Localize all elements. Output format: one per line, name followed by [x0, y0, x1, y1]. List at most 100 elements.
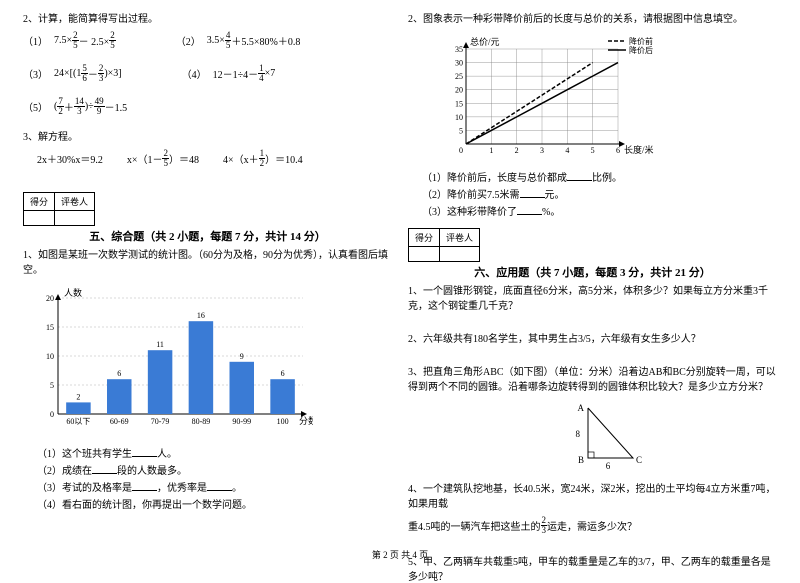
svg-text:分数: 分数 — [299, 415, 313, 426]
eq1-a: 7.5× — [54, 35, 72, 46]
eq4-a: 12－1÷4－ — [213, 66, 259, 81]
eq1-frac2: 25 — [109, 31, 116, 50]
svg-text:11: 11 — [156, 340, 164, 349]
eq5-bc: )÷ — [85, 101, 94, 112]
svg-text:降价前: 降价前 — [629, 36, 653, 46]
svg-text:5: 5 — [459, 126, 463, 135]
eq5-mid: ＋ — [64, 99, 74, 114]
eq3-bo: [( — [70, 68, 77, 79]
eq5-frac2: 143 — [74, 97, 85, 116]
solve-1: 2x＋30%x＝9.2 — [37, 151, 103, 166]
q3-title: 3、解方程。 — [23, 128, 392, 143]
svg-text:3: 3 — [540, 146, 544, 155]
svg-text:4: 4 — [565, 146, 569, 155]
r-q2-2: （2）降价前买7.5米需元。 — [408, 186, 777, 201]
svg-text:15: 15 — [455, 99, 463, 108]
solve-2a: x×（1－ — [127, 151, 163, 166]
eq3-a: 24× — [54, 68, 70, 79]
r-q2-1: （1）降价前后，长度与总价都成比例。 — [408, 169, 777, 184]
r-q2-title: 2、图象表示一种彩带降价前后的长度与总价的关系，请根据图中信息填空。 — [408, 10, 777, 25]
eq2-label: （2） — [176, 33, 201, 48]
svg-text:长度/米: 长度/米 — [624, 144, 654, 155]
eq-row-1-2: （1） 7.5× 25 － 2.5× 25 （2） 3.5× 45 ＋5.5×8… — [23, 31, 392, 50]
q6-4a: 4、一个建筑队挖地基，长40.5米，宽24米，深2米，挖出的土平均每4立方米重7… — [408, 480, 777, 510]
eq4-label: （4） — [182, 66, 207, 81]
svg-text:10: 10 — [455, 113, 463, 122]
q6-3: 3、把直角三角形ABC（如下图）（单位：分米）沿着边AB和BC分别旋转一周，可以… — [408, 363, 777, 393]
svg-text:5: 5 — [591, 146, 595, 155]
svg-text:2: 2 — [515, 146, 519, 155]
svg-text:0: 0 — [459, 146, 463, 155]
eq1-mid: － 2.5× — [79, 33, 110, 48]
eq3-label: （3） — [23, 66, 48, 81]
eq3-mid: － — [88, 66, 98, 81]
score-r: 评卷人 — [55, 193, 95, 211]
eq3-bc: )×3] — [104, 68, 121, 79]
svg-text:35: 35 — [455, 45, 463, 54]
q5-1-2: （2）成绩在段的人数最多。 — [23, 462, 392, 477]
page-footer: 第 2 页 共 4 页 — [0, 548, 800, 561]
svg-text:9: 9 — [240, 352, 244, 361]
svg-text:60以下: 60以下 — [66, 417, 90, 426]
svg-text:100: 100 — [277, 417, 289, 426]
q5-1-1: （1）这个班共有学生人。 — [23, 445, 392, 460]
svg-text:0: 0 — [50, 410, 54, 419]
svg-text:6: 6 — [616, 146, 620, 155]
svg-text:1: 1 — [489, 146, 493, 155]
score-box-5: 得分评卷人 — [23, 192, 95, 226]
eq5-label: （5） — [23, 99, 48, 114]
left-column: 2、计算，能简算得写出过程。 （1） 7.5× 25 － 2.5× 25 （2）… — [15, 10, 400, 545]
section-6-title: 六、应用题（共 7 小题，每题 3 分，共计 21 分） — [408, 264, 777, 280]
bar-chart: 05101520260以下660-691170-791680-89990-996… — [23, 286, 313, 436]
eq-solve-row: 2x＋30%x＝9.2 x×（1－ 25 ）＝48 4×（x＋ 12 ）＝10.… — [23, 149, 392, 168]
svg-text:6: 6 — [117, 369, 121, 378]
r-q2-3: （3）这种彩带降价了%。 — [408, 203, 777, 218]
svg-text:70-79: 70-79 — [151, 417, 170, 426]
q5-1-3: （3）考试的及格率是，优秀率是。 — [23, 479, 392, 494]
svg-text:6: 6 — [281, 369, 285, 378]
eq-row-5: （5） ( 72 ＋ 143 )÷ 499 －1.5 — [23, 97, 392, 116]
solve-3b: ）＝10.4 — [265, 151, 303, 166]
eq1-label: （1） — [23, 33, 48, 48]
svg-text:20: 20 — [46, 294, 54, 303]
q5-1: 1、如图是某班一次数学测试的统计图。（60分为及格，90分为优秀），认真看图后填… — [23, 246, 392, 276]
triangle-diagram: A B C 8 6 — [568, 403, 648, 473]
right-column: 2、图象表示一种彩带降价前后的长度与总价的关系，请根据图中信息填空。 1 2 3 4 5… — [400, 10, 785, 545]
svg-text:10: 10 — [46, 352, 54, 361]
svg-text:90-99: 90-99 — [232, 417, 251, 426]
q6-1: 1、一个圆锥形钢锭，底面直径6分米，高5分米，体积多少？如果每立方分米重3千克，… — [408, 282, 777, 312]
q2-title: 2、计算，能简算得写出过程。 — [23, 10, 392, 25]
svg-text:人数: 人数 — [64, 287, 82, 298]
svg-text:C: C — [636, 455, 642, 465]
svg-text:B: B — [578, 455, 584, 465]
score-l2: 得分 — [409, 229, 440, 247]
score-l: 得分 — [24, 193, 55, 211]
svg-text:80-89: 80-89 — [192, 417, 211, 426]
q5-1-4: （4）看右面的统计图，你再提出一个数学问题。 — [23, 496, 392, 511]
svg-text:2: 2 — [76, 392, 80, 401]
q6-4b: 重4.5吨的一辆汽车把这些土的 23 运走，需运多少次？ — [408, 516, 777, 535]
line-chart: 1 2 3 4 5 6 5 10 15 20 25 30 35 0 总价/元长度/米 降价前降价后 — [438, 35, 668, 160]
score-r2: 评卷人 — [440, 229, 480, 247]
svg-text:降价后: 降价后 — [629, 45, 653, 55]
eq5-frac3: 499 — [94, 97, 105, 116]
svg-text:30: 30 — [455, 59, 463, 68]
eq4-b: ×7 — [265, 68, 276, 79]
eq2-a: 3.5× — [207, 35, 225, 46]
svg-text:20: 20 — [455, 86, 463, 95]
q6-2: 2、六年级共有180名学生，其中男生占3/5，六年级有女生多少人？ — [408, 330, 777, 345]
svg-text:6: 6 — [606, 461, 611, 471]
svg-text:15: 15 — [46, 323, 54, 332]
solve-3a: 4×（x＋ — [223, 151, 259, 166]
eq-row-3-4: （3） 24× [( 1 56 － 23 )×3] （4） 12－1÷4－ 14… — [23, 64, 392, 83]
eq5-tail: －1.5 — [105, 99, 128, 114]
svg-text:25: 25 — [455, 72, 463, 81]
score-box-6: 得分评卷人 — [408, 228, 480, 262]
svg-text:A: A — [578, 403, 585, 413]
svg-text:16: 16 — [197, 311, 205, 320]
svg-text:总价/元: 总价/元 — [470, 36, 500, 47]
eq2-b: ＋5.5×80%＋0.8 — [231, 33, 300, 48]
section-5-title: 五、综合题（共 2 小题，每题 7 分，共计 14 分） — [23, 228, 392, 244]
svg-text:8: 8 — [576, 429, 581, 439]
svg-text:5: 5 — [50, 381, 54, 390]
